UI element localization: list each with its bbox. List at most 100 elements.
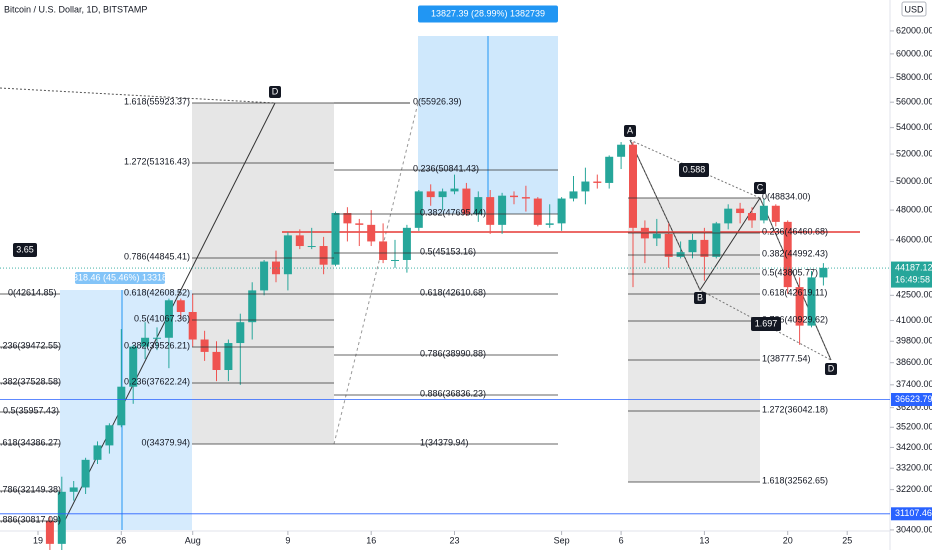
x-tick-label: 13: [699, 535, 709, 545]
fib-label: .236(39472.55): [0, 340, 61, 350]
fib-label: 0.5(41067.36): [134, 313, 190, 323]
fib-label: 0.5(43805.77): [762, 267, 818, 277]
badge-label: 13318.46 (45.46%) 1331846: [63, 272, 177, 282]
fib-label: 0.382(47695.44): [420, 207, 486, 217]
fib-label: 1(34379.94): [420, 437, 469, 447]
candle-body: [521, 197, 530, 199]
candle-body: [474, 197, 483, 215]
price-label-time: 16:49:58: [895, 274, 930, 284]
y-tick-label: 48000.00: [896, 204, 932, 214]
candle-body: [712, 223, 721, 257]
candle-body: [593, 181, 602, 183]
fib-label: 0.618(42619.11): [762, 287, 827, 297]
candle-body: [676, 252, 685, 257]
point-box: [825, 363, 837, 375]
candle-body: [200, 339, 209, 352]
candle-body: [557, 198, 566, 224]
candle-body: [153, 337, 161, 339]
candle-body: [759, 205, 768, 221]
currency: USD: [904, 4, 924, 14]
candle-body: [510, 195, 518, 198]
candle-body: [379, 241, 388, 260]
fib-label: 0(48834.00): [762, 191, 811, 201]
candle-body: [783, 221, 792, 288]
badge-box: [751, 317, 781, 331]
candle-body: [105, 425, 114, 446]
fib-label: 1.272(36042.18): [762, 404, 828, 414]
candle-body: [81, 459, 90, 488]
candle-body: [629, 144, 637, 228]
fib-label: 0.618(42608.52): [124, 287, 190, 297]
fib-label: 0.786(38990.88): [420, 348, 486, 358]
fib-label: 1(38777.54): [762, 353, 811, 363]
y-tick-label: 46000.00: [896, 234, 932, 244]
candle-body: [795, 287, 804, 326]
x-tick-label: 26: [116, 535, 126, 545]
point-label: D: [828, 363, 835, 373]
candle-body: [414, 191, 423, 228]
candle-body: [391, 259, 399, 261]
candle-body: [688, 239, 697, 253]
fib-label: 0.236(50841.43): [413, 163, 479, 173]
candle-body: [724, 208, 733, 224]
harmonic-pattern: [629, 139, 832, 361]
badge-box: [75, 272, 165, 284]
candle-body: [736, 208, 745, 214]
candle-body: [486, 197, 495, 225]
price-label: 36623.79: [895, 394, 932, 404]
candle-body: [164, 300, 173, 338]
candle-body: [533, 198, 542, 225]
x-tick-label: 16: [366, 535, 376, 545]
candle-body: [69, 487, 78, 492]
y-tick-label: 62000.00: [896, 25, 932, 35]
y-tick-label: 42500.00: [896, 290, 932, 300]
fib-label: 0(42614.85): [8, 287, 57, 297]
y-tick-label: 36200.00: [896, 402, 932, 412]
pattern-line: [333, 102, 419, 445]
x-tick-label: Sep: [554, 535, 570, 545]
candle-body: [57, 491, 66, 544]
fib-label: 0.236(37622.24): [124, 376, 190, 386]
fib-label: 1.272(51316.43): [124, 156, 190, 166]
y-tick-label: 35200.00: [896, 422, 932, 432]
point-box: [694, 292, 706, 304]
y-tick-label: 38600.00: [896, 357, 932, 367]
candle-body: [402, 227, 411, 260]
candle-body: [141, 337, 150, 347]
candle-body: [807, 277, 816, 326]
candle-body: [617, 144, 626, 157]
point-label: C: [757, 182, 764, 192]
point-box: [624, 125, 636, 137]
candle-body: [176, 300, 185, 312]
candle-body: [819, 267, 828, 278]
y-tick-label: 58000.00: [896, 72, 932, 82]
fib-label: 0(55926.39): [413, 96, 462, 106]
x-tick-label: 25: [842, 535, 852, 545]
candle-body: [319, 246, 328, 265]
candle-body: [212, 351, 221, 371]
currency-badge: [901, 1, 927, 17]
point-label: D: [272, 86, 279, 96]
badge-box: [679, 163, 709, 177]
candle-body: [426, 191, 435, 198]
y-tick-label: 52000.00: [896, 148, 932, 158]
fib-label: .618(34386.27): [0, 437, 61, 447]
fib-label: 0.5(45153.16): [420, 246, 476, 256]
candle-body: [295, 235, 304, 247]
y-tick-label: 41000.00: [896, 315, 932, 325]
candle-body: [129, 346, 138, 387]
candle-body: [188, 311, 197, 340]
candle-body: [260, 261, 269, 291]
candle-body: [581, 181, 590, 192]
candle-body: [93, 445, 102, 460]
y-tick-label: 30400.00: [896, 524, 932, 534]
fib-label: 0.786(40929.62): [762, 314, 828, 324]
point-box: [269, 86, 281, 98]
candle-body: [700, 239, 709, 257]
candle-body: [771, 205, 780, 222]
price-label: 31107.46: [895, 508, 932, 518]
x-tick-label: 6: [619, 535, 624, 545]
fib-label: 1.618(55923.37): [124, 96, 190, 106]
candle-body: [438, 191, 447, 198]
